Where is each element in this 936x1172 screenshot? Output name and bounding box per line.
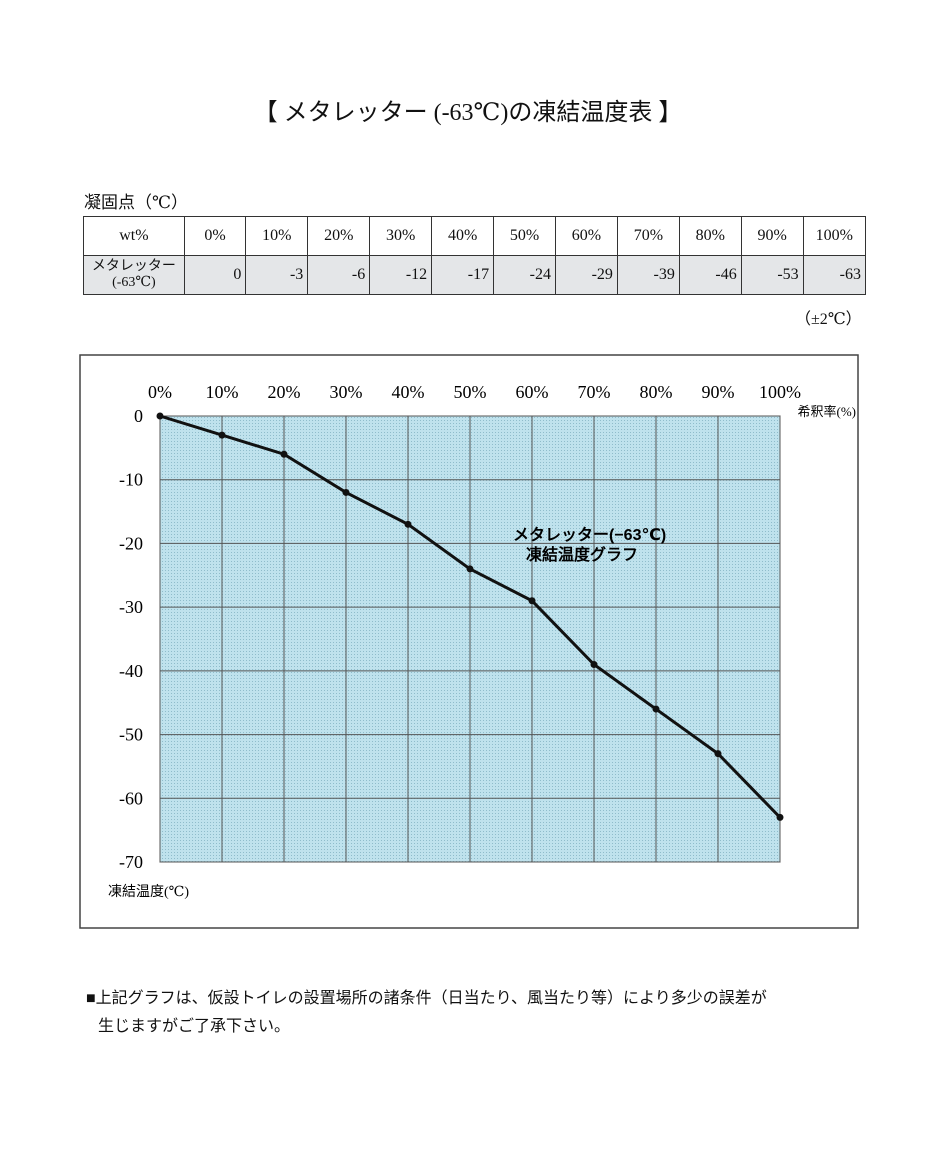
x-axis-label: 希釈率(%)	[798, 404, 857, 419]
footnote: ■上記グラフは、仮設トイレの設置場所の諸条件（日当たり、風当たり等）により多少の…	[86, 985, 767, 1041]
table-note: （±2℃）	[795, 311, 862, 328]
x-tick-label: 40%	[392, 382, 425, 402]
point	[590, 660, 598, 668]
x-tick-label: 20%	[268, 382, 301, 402]
point	[714, 750, 722, 758]
header-cell: 30%	[369, 216, 433, 256]
x-tick-label: 0%	[148, 382, 172, 402]
header-cell: 100%	[802, 216, 867, 256]
x-tick-label: 30%	[330, 382, 363, 402]
y-tick-label: 0	[134, 406, 143, 426]
x-tick-label: 80%	[640, 382, 673, 402]
x-tick-label: 100%	[759, 382, 801, 402]
point	[652, 705, 660, 713]
row-label: メタレッター (-63℃)	[83, 255, 185, 295]
value-cell: -53	[740, 255, 804, 295]
chart: 0 -10 -20 -30 -40 -50 -60 -70 0% 10% 20% 30% 40% 50% 6…	[79, 354, 859, 929]
point	[218, 431, 226, 439]
x-tick-label: 10%	[206, 382, 239, 402]
point	[776, 813, 784, 821]
header-row: wt% 0% 10% 20% 30% 40% 50% 60% 70% 80% 90% 100%	[83, 216, 867, 256]
y-tick-label: -20	[119, 533, 143, 553]
point	[466, 565, 474, 573]
x-tick-label: 50%	[454, 382, 487, 402]
value-cell: -12	[369, 255, 433, 295]
title: 【 メタレッター (-63℃)の凍結温度表 】	[253, 100, 683, 126]
freeze-table: wt% 0% 10% 20% 30% 40% 50% 60% 70% 80% 90% 100% メタレッ…	[83, 216, 867, 295]
footnote-line: 生じますがご了承下さい。	[98, 1018, 291, 1035]
x-tick-label: 60%	[516, 382, 549, 402]
value-cell: 0	[183, 255, 247, 295]
value-cell: -6	[307, 255, 371, 295]
header-cell: 90%	[740, 216, 804, 256]
header-cell: 50%	[493, 216, 556, 256]
row-label-line: メタレッター	[91, 259, 176, 274]
chart-frame	[79, 354, 859, 929]
annotation: 凍結温度グラフ	[526, 545, 638, 564]
footnote-line: ■上記グラフは、仮設トイレの設置場所の諸条件（日当たり、風当たり等）により多少の…	[86, 990, 767, 1007]
y-tick-label: -10	[119, 470, 143, 490]
value-cell: -63	[802, 255, 867, 295]
point	[528, 597, 536, 605]
value-cell: -17	[431, 255, 495, 295]
y-tick-label: -40	[119, 661, 143, 681]
y-tick-label: -70	[119, 852, 143, 872]
y-axis-label: 凍結温度(℃)	[108, 884, 189, 900]
value-cell: -24	[493, 255, 556, 295]
point	[404, 520, 412, 528]
value-cell: -3	[245, 255, 309, 295]
point	[156, 412, 164, 420]
y-tick-label: -50	[119, 725, 143, 745]
point	[342, 488, 350, 496]
x-tick-label: 70%	[578, 382, 611, 402]
y-tick-label: -60	[119, 788, 143, 808]
header-cell: 70%	[616, 216, 680, 256]
header-cell: 20%	[307, 216, 371, 256]
table-caption: 凝固点（℃）	[84, 193, 189, 212]
header-cell: 40%	[431, 216, 495, 256]
row-label-line: (-63℃)	[112, 275, 156, 290]
data-row: メタレッター (-63℃) 0 -3 -6 -12 -17 -24 -29 -39 -46 -53 -6…	[83, 255, 867, 295]
point	[280, 450, 288, 458]
x-tick-label: 90%	[702, 382, 735, 402]
value-cell: -39	[616, 255, 680, 295]
annotation: メタレッター(−63℃)	[513, 526, 666, 544]
y-tick-label: -30	[119, 597, 143, 617]
